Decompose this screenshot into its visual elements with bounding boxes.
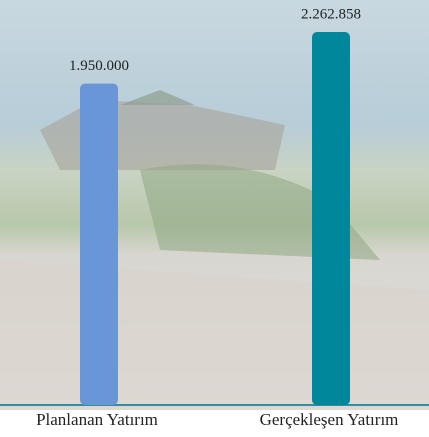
bar	[312, 32, 350, 405]
category-label: Planlanan Yatırım	[36, 410, 158, 429]
chart: 1.950.000 Planlanan Yatırım 2.262.858 Gerçe…	[0, 0, 429, 437]
value-label: 1.950.000	[69, 58, 129, 74]
value-label: 2.262.858	[301, 6, 361, 22]
background-photo	[0, 0, 429, 437]
bar	[80, 84, 118, 405]
page: {"chart_data": {"type": "bar", "categori…	[0, 0, 429, 437]
category-label: Gerçekleşen Yatırım	[260, 410, 399, 429]
